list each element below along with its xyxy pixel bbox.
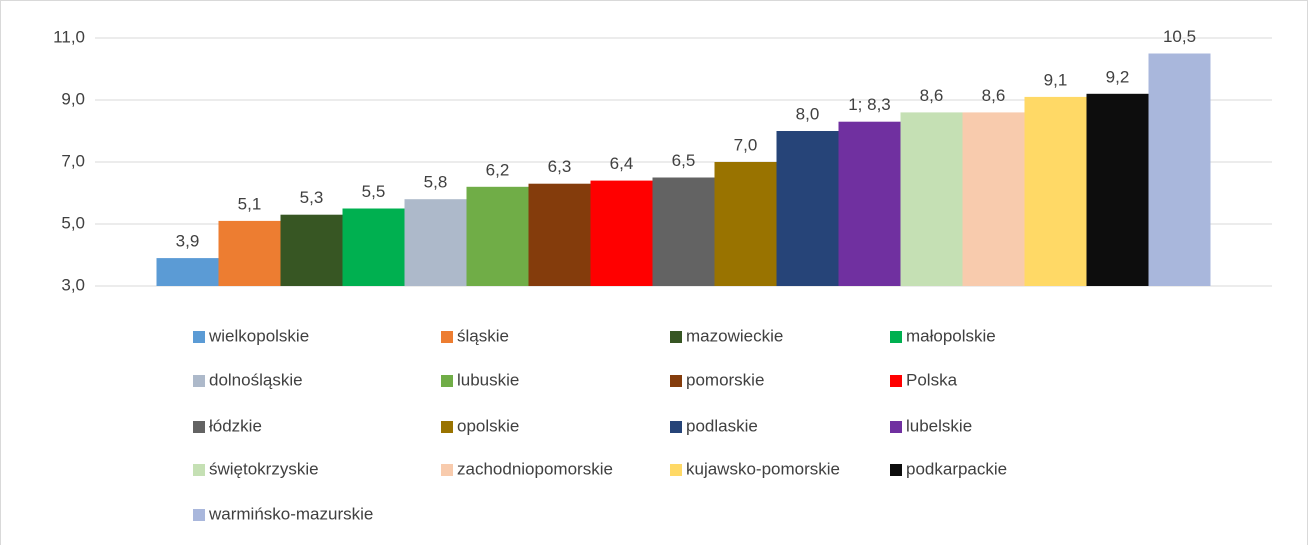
bar [776,131,839,286]
legend-swatch [670,331,682,343]
data-label: 6,4 [610,154,634,173]
legend-label: opolskie [457,416,519,435]
legend-swatch [890,464,902,476]
bar [1148,53,1211,286]
bar [1024,96,1087,287]
bar [280,214,343,286]
legend-label: Polska [906,370,958,389]
bar [156,258,219,286]
legend-swatch [890,331,902,343]
bar [714,162,777,286]
legend-swatch [670,375,682,387]
y-tick-label: 11,0 [53,27,85,46]
legend-swatch [441,464,453,476]
legend-swatch [670,464,682,476]
data-label: 9,1 [1044,70,1068,89]
data-label: 5,1 [238,194,262,213]
bar [404,199,467,286]
data-label: 5,3 [300,188,324,207]
y-tick-label: 5,0 [61,213,85,232]
bar [528,183,591,286]
data-label: 5,5 [362,182,386,201]
legend-swatch [890,375,902,387]
legend-label: warmińsko-mazurskie [208,504,373,523]
legend-label: mazowieckie [686,326,783,345]
data-label: 10,5 [1163,27,1196,46]
y-tick-label: 3,0 [61,275,85,294]
data-label: 3,9 [176,232,200,251]
bar [466,186,529,286]
data-label: 7,0 [734,135,758,154]
legend-swatch [441,375,453,387]
legend-label: łódzkie [209,416,262,435]
legend-label: małopolskie [906,326,996,345]
data-label: 8,6 [982,86,1006,105]
data-label: 6,5 [672,151,696,170]
legend-label: podkarpackie [906,459,1007,478]
data-label: 9,2 [1106,67,1130,86]
bar [652,177,715,286]
y-tick-label: 7,0 [61,151,85,170]
legend-swatch [441,331,453,343]
bar [590,180,653,286]
bar [1086,93,1149,286]
data-label: 6,3 [548,157,572,176]
data-label: 8,0 [796,104,820,123]
data-label: 8,6 [920,86,944,105]
legend-swatch [441,421,453,433]
bar [838,121,901,286]
legend-label: świętokrzyskie [209,459,319,478]
legend-label: pomorskie [686,370,764,389]
bar [962,112,1025,287]
legend-swatch [193,375,205,387]
legend-swatch [670,421,682,433]
legend-swatch [193,509,205,521]
legend-swatch [890,421,902,433]
legend-label: lubuskie [457,370,519,389]
data-label: 5,8 [424,173,448,192]
legend-label: śląskie [457,326,509,345]
legend-label: wielkopolskie [208,326,309,345]
legend-label: zachodniopomorskie [457,459,613,478]
legend-label: kujawsko-pomorskie [686,459,840,478]
legend-label: lubelskie [906,416,972,435]
data-label: 6,2 [486,160,510,179]
legend-label: dolnośląskie [209,370,303,389]
y-tick-label: 9,0 [61,89,85,108]
legend-swatch [193,464,205,476]
legend-swatch [193,421,205,433]
bar [218,220,281,286]
bar [900,112,963,287]
bar [342,208,405,286]
legend-label: podlaskie [686,416,758,435]
data-label: 1; 8,3 [848,95,891,114]
legend-swatch [193,331,205,343]
